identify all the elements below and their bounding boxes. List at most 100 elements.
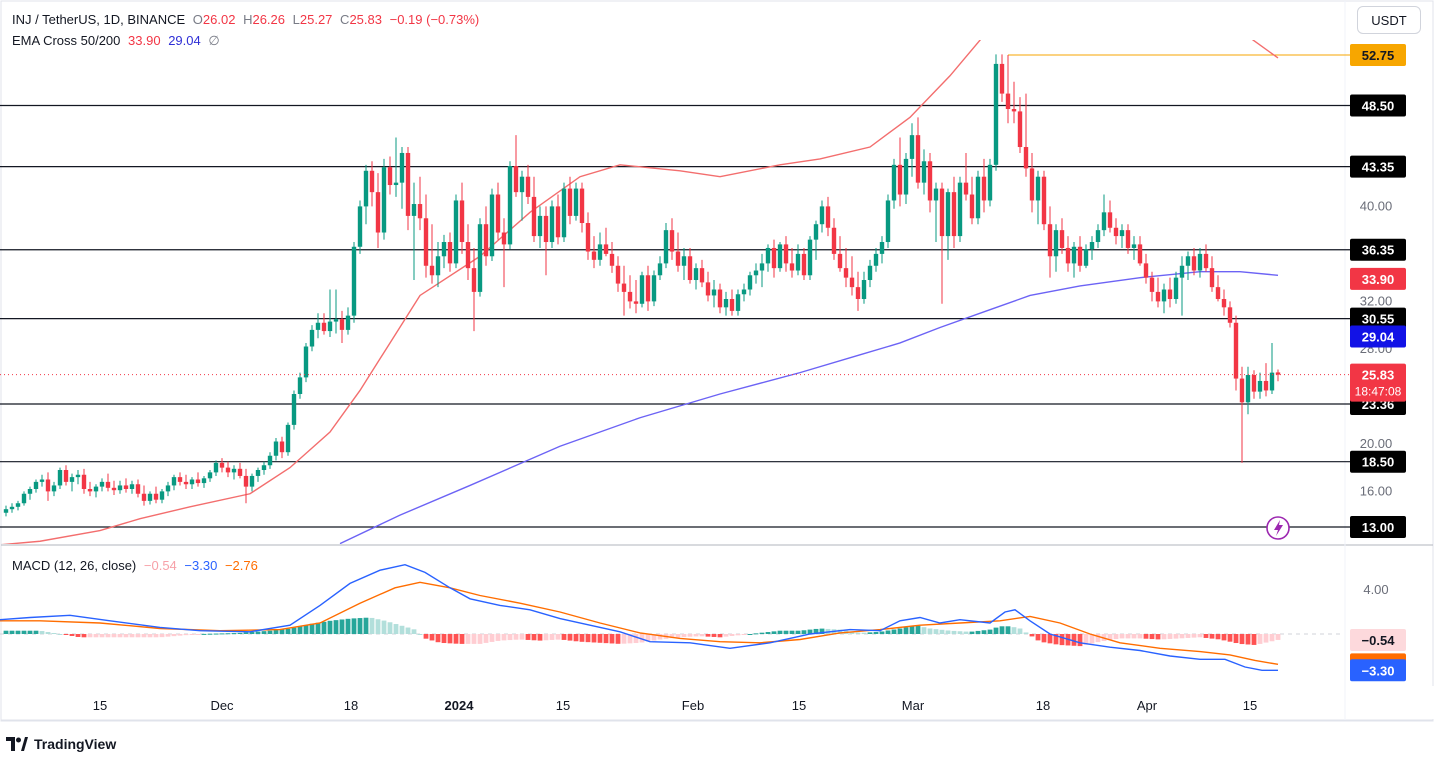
candle xyxy=(459,182,465,254)
candle-body xyxy=(165,485,171,492)
candle-body xyxy=(1005,93,1011,110)
candle-body xyxy=(717,289,723,308)
macd-hist-bar xyxy=(63,634,69,635)
macd-hist-bar xyxy=(87,634,93,638)
candle-body xyxy=(1197,253,1203,271)
candle xyxy=(771,239,777,278)
candle xyxy=(561,182,567,243)
macd-hist-bar xyxy=(1233,634,1239,644)
macd-hist-bar xyxy=(501,634,507,641)
tradingview-logo[interactable]: TradingView xyxy=(6,736,116,752)
macd-hist-bar xyxy=(225,633,231,635)
candle xyxy=(603,227,609,257)
candle-body xyxy=(987,164,993,201)
macd-hist-bar xyxy=(291,627,297,634)
candle-body xyxy=(327,321,333,332)
candle xyxy=(1275,369,1281,382)
candle xyxy=(1125,224,1131,254)
candle-body xyxy=(981,176,987,201)
macd-hist-bar xyxy=(327,620,333,634)
candle xyxy=(1017,97,1023,153)
macd-hist-bar xyxy=(1131,634,1137,639)
chart-frame xyxy=(0,0,1434,722)
candle-body xyxy=(1209,268,1215,288)
y-tick-label: 32.00 xyxy=(1360,293,1393,308)
candle-body xyxy=(609,253,615,266)
candle-body xyxy=(1017,111,1023,148)
level-tag xyxy=(1350,516,1406,538)
candle xyxy=(807,236,813,281)
candle-body xyxy=(309,329,315,347)
candle xyxy=(741,283,747,302)
ema-label[interactable]: EMA Cross 50/200 xyxy=(12,33,121,48)
candle xyxy=(51,481,57,497)
macd-hist-bar xyxy=(405,627,411,634)
candle xyxy=(231,465,237,480)
candle xyxy=(3,505,9,517)
macd-hist-bar xyxy=(837,629,843,634)
candle-body xyxy=(657,263,663,276)
candle-body xyxy=(855,287,861,300)
candle xyxy=(687,247,693,284)
candle-body xyxy=(57,470,63,486)
macd-hist-bar xyxy=(15,630,21,634)
x-tick-label: 2024 xyxy=(445,698,475,713)
candle-body xyxy=(597,244,603,260)
candle-body xyxy=(81,474,87,490)
candle-body xyxy=(507,166,513,245)
macd-hist-bar xyxy=(231,633,237,635)
candle xyxy=(1053,224,1059,272)
candle xyxy=(1029,152,1035,213)
candle-body xyxy=(315,322,321,330)
candle-body xyxy=(1233,322,1239,379)
currency-button[interactable]: USDT xyxy=(1357,6,1421,34)
macd-hist-bar xyxy=(339,619,345,634)
macd-hist-bar xyxy=(909,625,915,634)
candle-body xyxy=(1263,380,1269,391)
candle-body xyxy=(861,280,867,300)
candle-body xyxy=(255,470,261,476)
candle xyxy=(729,289,735,316)
candle xyxy=(909,123,915,177)
candle-body xyxy=(225,467,231,473)
candle-body xyxy=(603,244,609,254)
candle xyxy=(141,485,147,506)
lightning-icon[interactable] xyxy=(1266,516,1290,540)
candle-body xyxy=(27,489,33,494)
macd-hist-bar xyxy=(549,634,555,640)
symbol-name[interactable]: INJ / TetherUS, 1D, BINANCE xyxy=(12,12,186,27)
level-tag-label: 43.35 xyxy=(1362,160,1395,175)
candle-body xyxy=(1167,289,1173,300)
macd-hist-bar xyxy=(171,634,177,637)
candle xyxy=(213,460,219,476)
y-tick-label: 40.00 xyxy=(1360,198,1393,213)
candle xyxy=(915,117,921,189)
macd-tick-label: 4.00 xyxy=(1363,582,1388,597)
hidden-eye-icon[interactable]: ∅ xyxy=(208,33,220,48)
macd-hist-bar xyxy=(849,631,855,634)
candle xyxy=(735,289,741,316)
macd-hist-bar xyxy=(801,630,807,634)
candle xyxy=(1269,342,1275,395)
candle-body xyxy=(99,481,105,487)
candle-body xyxy=(441,242,447,257)
candle xyxy=(999,54,1005,102)
candle xyxy=(795,244,801,276)
candle xyxy=(711,280,717,308)
candle-body xyxy=(495,194,501,233)
macd-hist-bar xyxy=(789,630,795,634)
candle-body xyxy=(909,135,915,159)
candle-body xyxy=(477,224,483,292)
x-tick-label: Feb xyxy=(682,698,704,713)
candle xyxy=(327,289,333,338)
candle-body xyxy=(21,493,27,504)
candle-body xyxy=(1029,168,1035,201)
macd-label[interactable]: MACD (12, 26, close) xyxy=(12,558,137,573)
candle xyxy=(477,218,483,297)
candle-body xyxy=(45,479,51,492)
candle-body xyxy=(567,188,573,216)
candle-body xyxy=(1269,372,1275,391)
macd-hist-bar xyxy=(609,634,615,644)
candle xyxy=(723,291,729,316)
